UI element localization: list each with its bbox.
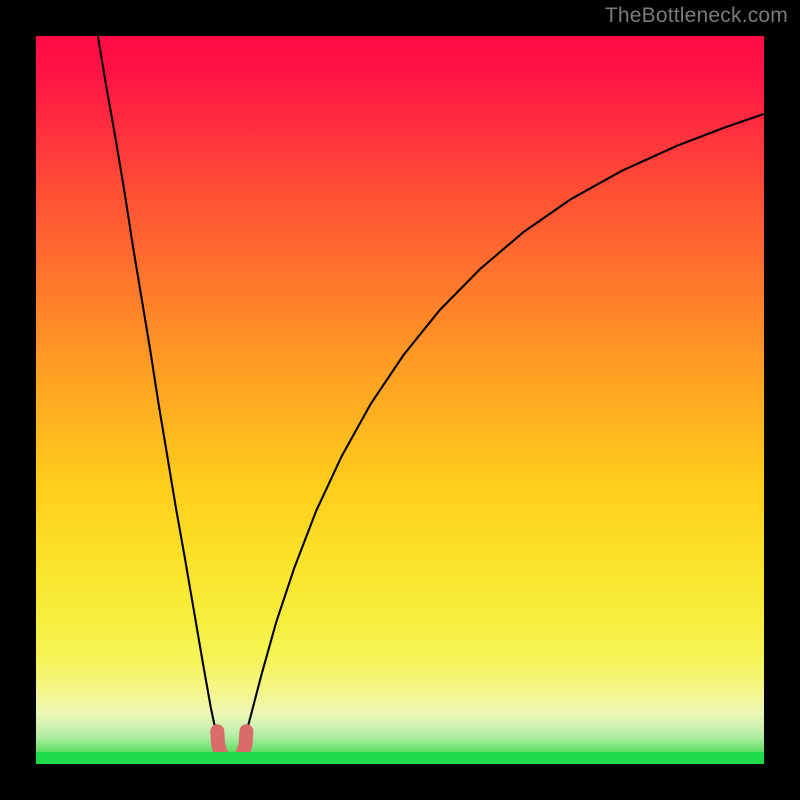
bottleneck-chart [36, 36, 764, 764]
green-baseline-strip [36, 752, 764, 764]
plot-area [36, 36, 764, 764]
chart-container: TheBottleneck.com [0, 0, 800, 800]
watermark-text: TheBottleneck.com [605, 4, 788, 28]
gradient-background [36, 36, 764, 764]
